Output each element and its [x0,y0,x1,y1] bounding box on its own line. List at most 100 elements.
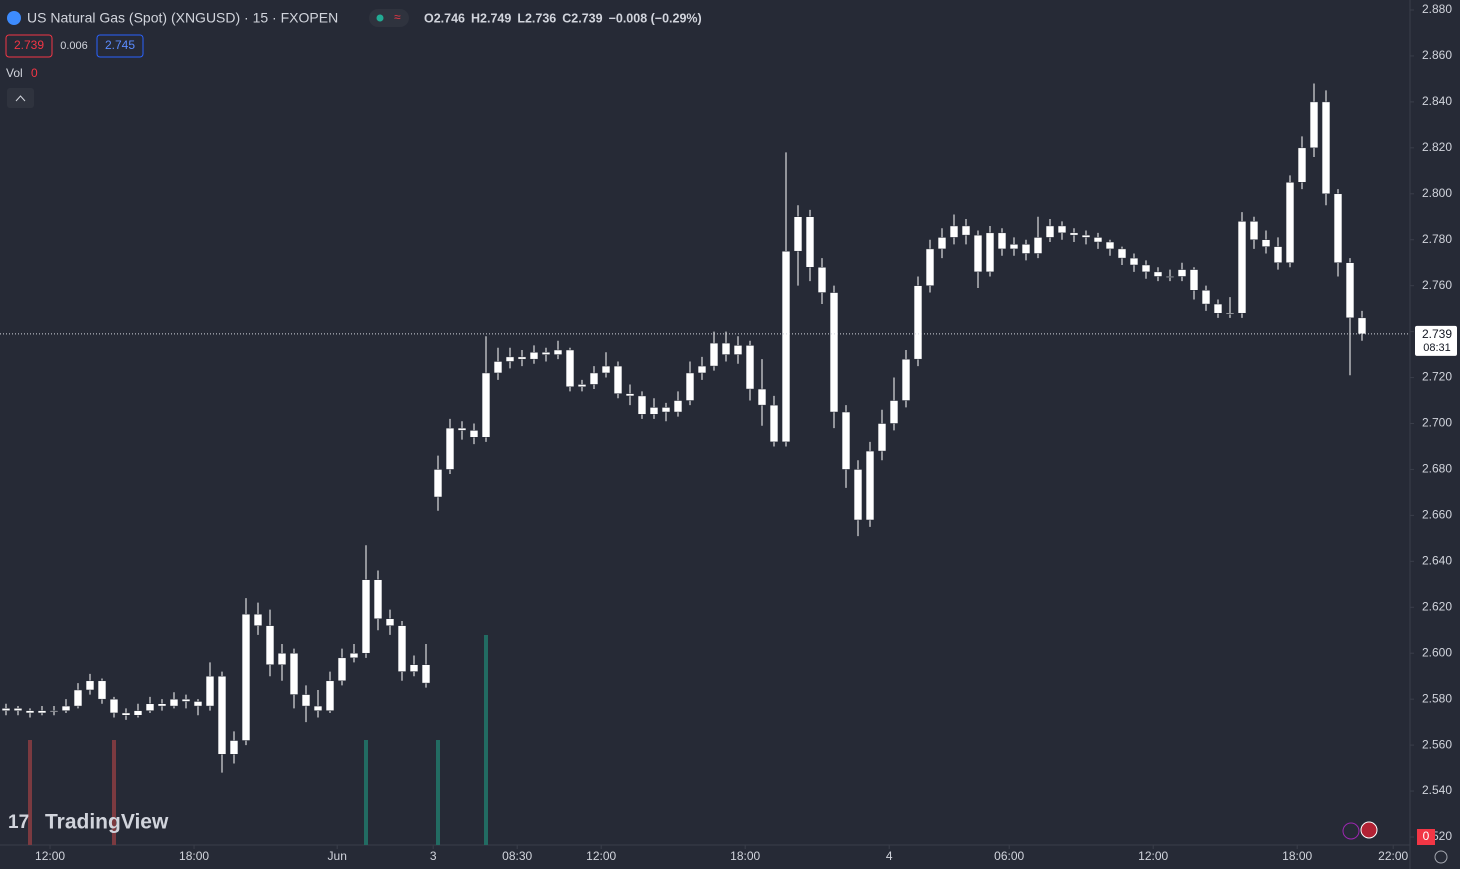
y-tick-label: 2.800 [1422,186,1452,200]
flag-icon[interactable] [1360,821,1378,839]
collapse-button[interactable] [7,88,34,108]
candle-body [925,248,935,286]
candle-body [841,411,851,470]
buy-price[interactable]: 2.745 [105,38,135,52]
candle-body [541,352,551,355]
volume-bar [112,740,116,845]
candle-body [421,664,431,684]
candle-body [61,705,71,711]
candle-body [433,469,443,498]
candle-body [37,710,47,714]
labels: 2.5202.5402.5602.5802.6002.6202.6402.660… [35,2,1457,863]
candle-body [361,579,371,654]
candle-body [1081,234,1091,238]
candle-body [337,657,347,682]
brand-mark: 17 [8,812,29,833]
candle-body [97,680,107,700]
candle-body [85,680,95,691]
candle-body [181,698,191,702]
candle-body [613,365,623,394]
candle-body [865,450,875,521]
candle-body [973,234,983,273]
volume-value: 0 [31,66,38,80]
candle-body [589,372,599,385]
candle-body [721,342,731,355]
candle-body [145,703,155,711]
candle-body [73,689,83,707]
candle-body [745,345,755,390]
sell-price[interactable]: 2.739 [14,38,44,52]
ohlc-value: L2.736 [517,11,556,25]
candle-body [1165,276,1175,278]
y-tick-label: 2.780 [1422,232,1452,246]
symbol-icon [7,11,21,25]
candle-body [1285,182,1295,263]
x-tick-label: 12:00 [35,849,65,863]
volume-bar [484,635,488,845]
y-tick-label: 2.560 [1422,737,1452,751]
x-tick-label: 08:30 [502,849,532,863]
y-tick-label: 2.880 [1422,2,1452,16]
candle-body [445,427,455,470]
x-tick-label: 3 [430,849,437,863]
candle-body [733,345,743,355]
status-badge[interactable] [369,9,409,27]
spread: 0.006 [60,40,88,52]
x-tick-label: 18:00 [730,849,760,863]
candle-body [1357,317,1367,335]
candle-body [1021,244,1031,254]
x-tick-label: 12:00 [586,849,616,863]
event-icon[interactable] [1342,822,1360,840]
candle-body [949,225,959,238]
candle-body [997,232,1007,250]
candle-body [553,349,563,355]
buy-button[interactable] [96,34,144,58]
candle-body [493,361,503,374]
candle-body [1093,237,1103,243]
candle-body [241,613,251,741]
candle-body [889,400,899,424]
chart-title[interactable]: US Natural Gas (Spot) (XNGUSD) · 15 · FX… [27,10,338,26]
countdown: 08:31 [1423,342,1451,354]
candle-body [289,652,299,695]
candle-body [1225,312,1235,315]
candle-body [1309,101,1319,149]
candle-body [133,710,143,716]
candle-body [409,664,419,672]
candle-body [349,652,359,659]
settings-icon[interactable] [1434,850,1448,864]
candle-body [469,430,479,438]
x-tick-label: Jun [328,849,347,863]
candle-body [1141,264,1151,273]
candle-body [577,384,587,387]
volume-axis-label: 0 [1423,829,1430,843]
collapse-icon [15,95,26,102]
brand-logo[interactable]: TradingView [45,811,169,834]
x-tick-label: 18:00 [1282,849,1312,863]
candle-body [13,708,23,711]
candle-body [1321,101,1331,195]
candle-body [649,407,659,415]
candle-body [109,698,119,714]
candle-body [1153,271,1163,277]
header-values: O2.746 H2.749 L2.736 C2.739 −0.008 (−0.29%) [424,11,702,25]
sell-button[interactable] [5,34,53,58]
plot [0,9,1414,849]
price-label: 2.739 [1422,327,1452,341]
price-badge [1415,325,1457,356]
candle-body [313,705,323,711]
x-tick-label: 22:00 [1378,849,1408,863]
candle-body [1345,262,1355,319]
candle-body [205,675,215,707]
candle-body [49,710,59,712]
volume-label: Vol [6,66,23,80]
y-tick-label: 2.600 [1422,645,1452,659]
candle-body [853,469,863,521]
candle-body [1,708,11,711]
candle-body [937,237,947,250]
candle-body [1069,232,1079,236]
market-open-dot [376,14,384,22]
candle-body [229,740,239,755]
candle-body [709,342,719,367]
candle-body [757,388,767,406]
